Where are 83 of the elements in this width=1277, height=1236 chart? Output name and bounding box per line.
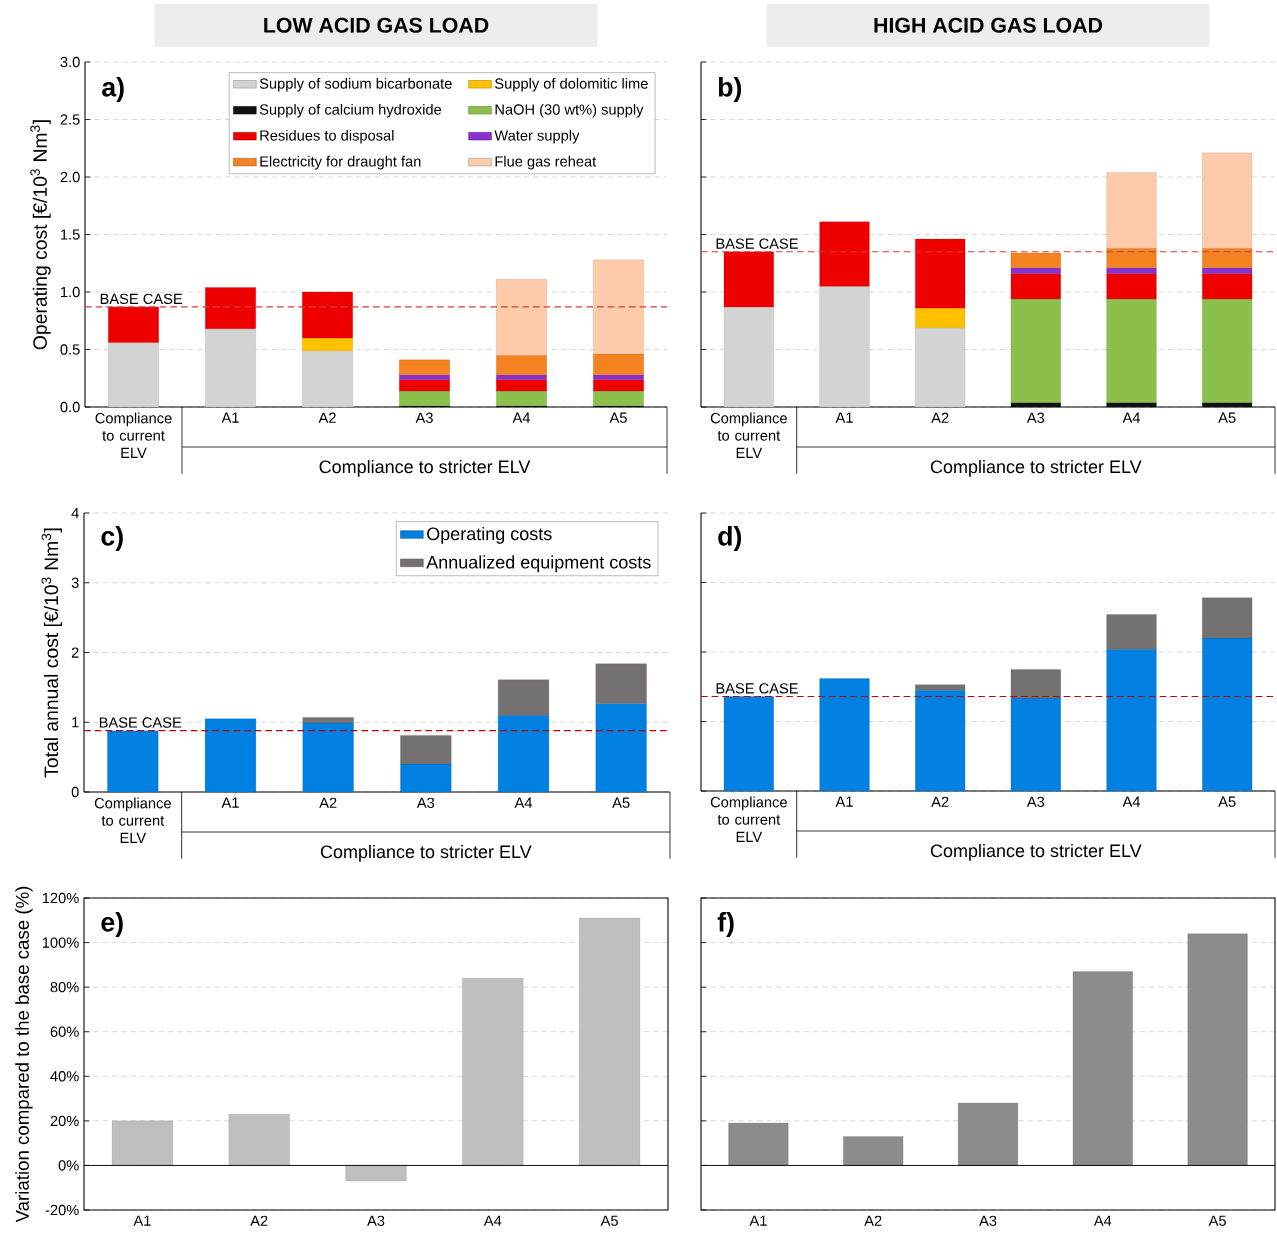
chart-title: LOW ACID GAS LOAD [264, 17, 489, 33]
y-tick-label: 0 [71, 786, 79, 798]
x-tick-label: A5 [612, 797, 630, 808]
y-tick-label: 1.0 [61, 286, 80, 298]
x-tick-label: A5 [600, 1215, 618, 1226]
y-axis-title: Operating cost [€/10$^{3}$ Nm$^{3}$] [30, 120, 51, 350]
y-tick-label: 20% [50, 1115, 79, 1127]
y-tick-label: 60% [50, 1026, 79, 1037]
y-tick-label: -20% [45, 1204, 79, 1216]
y-tick-label: 100% [42, 937, 79, 948]
legend-label: NaOH (30 wt%) supply [495, 103, 644, 118]
legend-label: Operating costs [427, 526, 552, 544]
x-tick-label: A4 [514, 797, 533, 808]
x-tick-label: A4 [1093, 1215, 1112, 1226]
x-tick-label: Compliance to current ELV [710, 412, 787, 458]
chart-title: HIGH ACID GAS LOAD [874, 17, 1103, 33]
legend-label: Electricity for draught fan [260, 155, 421, 170]
legend-label: Flue gas reheat [495, 155, 597, 170]
x-tick-label: A1 [835, 796, 853, 807]
ref-line-label: BASE CASE [716, 238, 798, 249]
y-tick-label: 80% [50, 981, 79, 993]
x-tick-label: A5 [1218, 796, 1236, 807]
ref-line-label: BASE CASE [99, 717, 182, 728]
y-tick-label: 40% [50, 1071, 79, 1082]
x-tick-label: A4 [1122, 796, 1141, 807]
x-tick-label: A1 [133, 1215, 151, 1226]
x-tick-label: A2 [931, 412, 949, 423]
annotation: b) [718, 77, 742, 102]
x-tick-label: A1 [749, 1215, 767, 1226]
x-tick-label: A3 [415, 412, 433, 423]
x-tick-label: A3 [1026, 796, 1045, 807]
x-tick-label: A2 [319, 797, 337, 808]
x-tick-label: A5 [1208, 1215, 1226, 1226]
x-axis-title: Compliance to stricter ELV [930, 459, 1142, 477]
x-tick-label: Compliance to current ELV [94, 797, 171, 843]
legend-label: Residues to disposal [260, 129, 394, 144]
x-tick-label: A3 [1026, 412, 1045, 423]
x-tick-label: A2 [318, 412, 336, 423]
x-tick-label: A2 [250, 1215, 268, 1226]
annotation: a) [102, 77, 124, 102]
ref-line-label: BASE CASE [716, 683, 798, 694]
y-tick-label: 0.5 [60, 344, 80, 355]
x-tick-label: A1 [221, 797, 239, 808]
y-tick-label: 2 [71, 647, 79, 658]
annotation: d) [718, 526, 742, 551]
y-tick-label: 2.0 [60, 171, 80, 183]
x-tick-label: A3 [979, 1215, 997, 1226]
annotation: f) [717, 912, 734, 937]
x-tick-label: A5 [1218, 412, 1236, 423]
x-axis-title: Compliance to stricter ELV [320, 844, 532, 862]
x-tick-label: A4 [512, 412, 531, 423]
x-tick-label: Compliance to current ELV [95, 412, 172, 458]
x-tick-label: Compliance to current ELV [710, 796, 787, 842]
y-tick-label: 0% [58, 1160, 79, 1171]
x-tick-label: A5 [609, 412, 627, 423]
legend-label: Supply of sodium bicarbonate [259, 77, 452, 92]
y-tick-label: 1 [72, 717, 79, 728]
x-tick-label: A4 [483, 1215, 502, 1226]
x-tick-label: A2 [931, 796, 949, 807]
y-tick-label: 1.5 [61, 229, 80, 240]
y-tick-label: 0.0 [60, 401, 80, 413]
x-tick-label: A3 [367, 1215, 385, 1226]
y-axis-title: Variation compared to the base case (%) [15, 886, 33, 1223]
legend-label: Supply of dolomitic lime [495, 77, 648, 92]
legend-label: Annualized equipment costs [426, 555, 651, 573]
y-tick-label: 120% [42, 892, 79, 904]
x-tick-label: A1 [221, 412, 239, 423]
legend-label: Supply of calcium hydroxide [259, 103, 442, 118]
x-tick-label: A2 [864, 1215, 882, 1226]
legend-label: Water supply [494, 129, 580, 144]
ref-line-label: BASE CASE [100, 293, 183, 305]
x-axis-title: Compliance to stricter ELV [930, 843, 1142, 861]
x-tick-label: A4 [1122, 412, 1141, 423]
y-tick-label: 3 [71, 577, 79, 588]
y-axis-title: Total annual cost [€/10$^{3}$ Nm$^{3}$] [41, 528, 62, 778]
annotation: c) [101, 526, 123, 551]
x-axis-title: Compliance to stricter ELV [319, 459, 531, 477]
y-tick-label: 4 [71, 507, 79, 519]
y-tick-label: 2.5 [60, 114, 80, 125]
x-tick-label: A3 [416, 797, 435, 808]
x-tick-label: A1 [835, 412, 853, 423]
annotation: e) [101, 912, 123, 937]
y-tick-label: 3.0 [60, 56, 80, 68]
